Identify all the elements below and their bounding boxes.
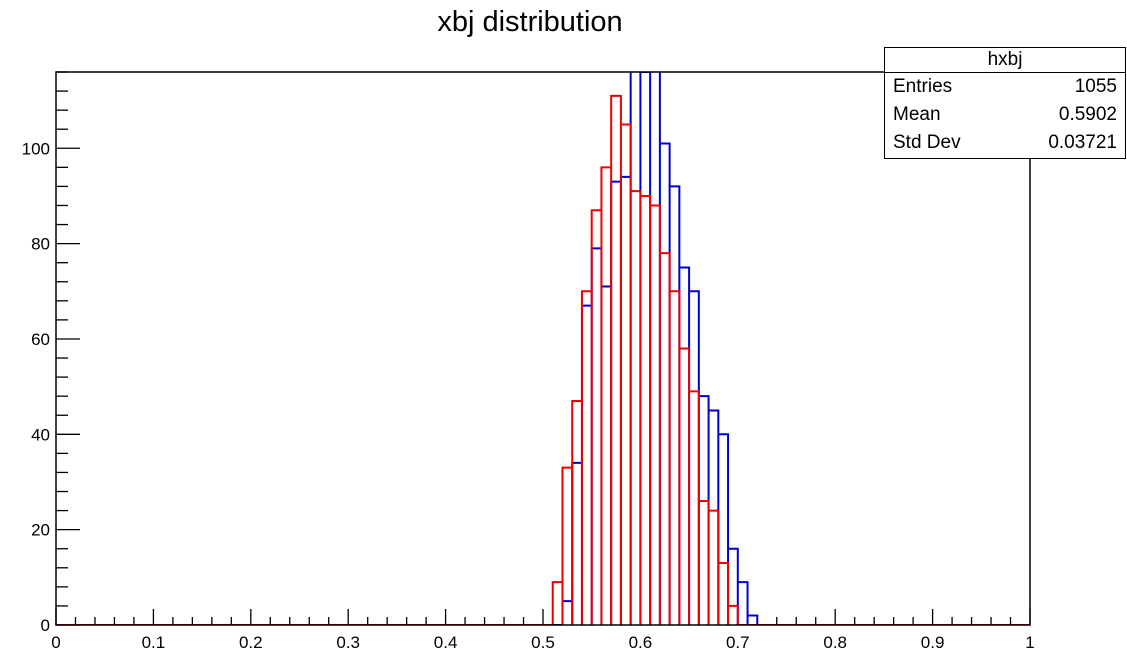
- histogram-bin: [631, 191, 641, 625]
- stats-value: 0.5902: [1058, 104, 1117, 125]
- histogram-bin: [553, 582, 563, 625]
- histogram-bin: [601, 167, 611, 625]
- x-tick-label: 0.6: [629, 633, 653, 652]
- histogram-bin: [592, 210, 602, 625]
- histogram-bin: [582, 306, 592, 625]
- axes: 0 0.1 0.2 0.3 0.4 0.5 0.6 0.7 0.8 0.9 1 0 20 40 60 80 10…: [22, 71, 1035, 652]
- x-tick-label: 0.9: [921, 633, 945, 652]
- y-tick-label: 100: [22, 139, 50, 158]
- histogram-bin: [660, 253, 670, 625]
- histogram-bin: [728, 606, 738, 625]
- x-tick-label: 0.3: [336, 633, 360, 652]
- y-tick-label: 40: [31, 425, 50, 444]
- stats-row-std-dev: Std Dev 0.03721: [885, 129, 1125, 157]
- histogram-bin: [572, 401, 582, 625]
- x-tick-label: 0.4: [434, 633, 458, 652]
- histogram-bin: [748, 615, 758, 625]
- stats-row-mean: Mean 0.5902: [885, 101, 1125, 129]
- histogram-bin: [601, 287, 611, 625]
- y-tick-label: 20: [31, 521, 50, 540]
- plot-frame: [55, 71, 1031, 626]
- stats-value: 1055: [1074, 76, 1117, 97]
- histogram-bin: [592, 248, 602, 625]
- histogram-bin: [572, 463, 582, 625]
- x-tick-label: 0.7: [726, 633, 750, 652]
- histogram-bin: [709, 410, 719, 625]
- x-tick-label: 0.5: [531, 633, 555, 652]
- histogram-bin: [611, 96, 621, 625]
- histogram-bin: [718, 563, 728, 625]
- y-tick-label: 80: [31, 235, 50, 254]
- histogram-bin: [640, 72, 650, 625]
- histogram-bin: [621, 124, 631, 625]
- stats-title: hxbj: [885, 48, 1125, 73]
- stats-value: 0.03721: [1048, 132, 1117, 153]
- histogram-bin: [689, 291, 699, 625]
- histogram-bin: [738, 582, 748, 625]
- histogram-bin: [611, 182, 621, 625]
- histogram-bin: [670, 291, 680, 625]
- histogram-bin: [709, 511, 719, 625]
- x-tick-label: 0.2: [239, 633, 263, 652]
- histogram-bin: [689, 391, 699, 625]
- series-layer: [56, 29, 1030, 626]
- y-tick-label: 60: [31, 330, 50, 349]
- x-tick-label: 0.1: [142, 633, 166, 652]
- chart-title: xbj distribution: [437, 6, 623, 38]
- histogram-bin: [650, 29, 660, 625]
- stats-label: Mean: [893, 104, 941, 125]
- histogram-bin: [582, 291, 592, 625]
- stats-row-entries: Entries 1055: [885, 73, 1125, 101]
- histogram-bin: [718, 434, 728, 625]
- histogram-bin: [679, 267, 689, 625]
- histogram-bin: [699, 501, 709, 625]
- histogram-bin: [670, 186, 680, 625]
- histogram-bin: [699, 396, 709, 625]
- x-tick-label: 1: [1025, 633, 1034, 652]
- y-tick-label: 0: [41, 616, 50, 635]
- x-tick-label: 0: [51, 633, 60, 652]
- x-tick-label: 0.8: [823, 633, 847, 652]
- histogram-bin: [640, 196, 650, 625]
- histogram-series-red: [56, 94, 1030, 625]
- histogram-bin: [621, 177, 631, 625]
- histogram-bin: [562, 601, 572, 625]
- stats-label: Std Dev: [893, 132, 961, 153]
- histogram-bin: [631, 29, 641, 625]
- histogram-bin: [660, 144, 670, 625]
- stats-label: Entries: [893, 76, 953, 97]
- histogram-bin: [728, 549, 738, 625]
- histogram-bin: [650, 205, 660, 625]
- histogram-bin: [679, 349, 689, 626]
- stats-box: hxbj Entries 1055 Mean 0.5902 Std Dev 0.…: [884, 47, 1126, 159]
